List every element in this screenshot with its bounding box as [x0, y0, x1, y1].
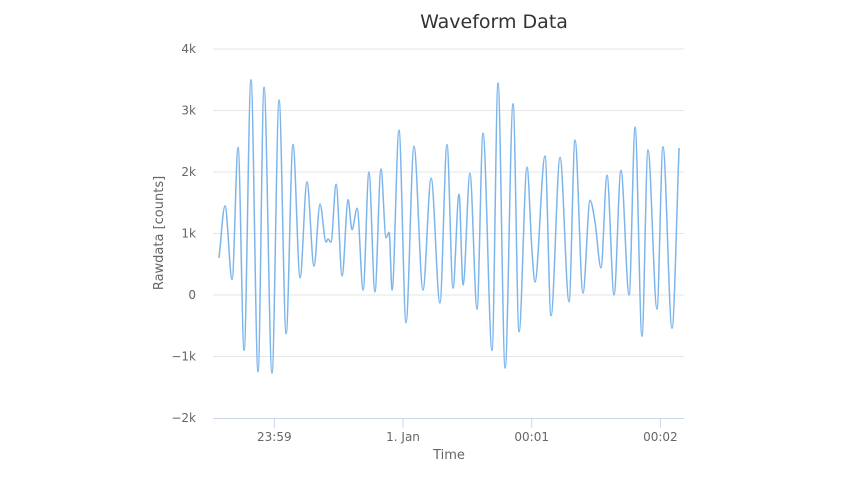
chart-title: Waveform Data — [420, 11, 568, 33]
x-tick-label: 00:01 — [514, 430, 549, 444]
x-axis: 23:59 1. Jan 00:01 00:02 — [213, 418, 684, 444]
x-tick-label: 00:02 — [643, 430, 678, 444]
y-axis-ticks: 4k 3k 2k 1k 0 −1k −2k — [171, 42, 196, 425]
x-axis-title: Time — [432, 448, 465, 463]
y-tick-label: 1k — [181, 227, 196, 241]
x-tick-label: 23:59 — [257, 430, 292, 444]
y-tick-label: 4k — [181, 42, 196, 56]
y-tick-label: −2k — [171, 411, 196, 425]
y-tick-label: −1k — [171, 350, 196, 364]
grid-lines — [213, 48, 684, 357]
y-axis-title: Rawdata [counts] — [152, 176, 167, 290]
waveform-series-line[interactable] — [218, 79, 680, 374]
y-tick-label: 0 — [188, 288, 196, 302]
x-tick-label: 1. Jan — [386, 430, 420, 444]
y-tick-label: 3k — [181, 104, 196, 118]
y-tick-label: 2k — [181, 165, 196, 179]
